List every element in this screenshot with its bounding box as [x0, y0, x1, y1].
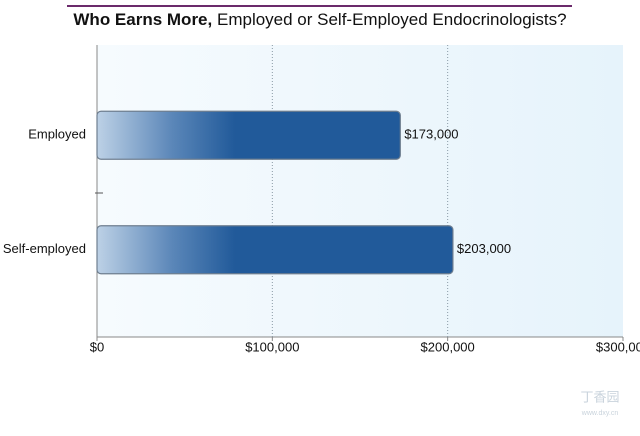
watermark-url: www.dxy.cn [581, 410, 619, 417]
bar [96, 110, 401, 160]
watermark: 丁香园 [580, 389, 619, 404]
plot-area [97, 45, 623, 337]
x-tick-label: $0 [90, 339, 104, 354]
x-tick-label: $100,000 [245, 339, 299, 354]
y-tick-label: Employed [28, 127, 86, 142]
value-label: $173,000 [404, 127, 458, 142]
bar [96, 225, 454, 275]
x-tick-label: $200,000 [421, 339, 475, 354]
x-tick-label: $300,000 [596, 339, 640, 354]
y-tick-label: Self-employed [3, 241, 86, 256]
title-rest: Employed or Self-Employed Endocrinologis… [217, 10, 567, 29]
title-bold: Who Earns More, [73, 10, 212, 29]
value-label: $203,000 [457, 241, 511, 256]
chart-title: Who Earns More, Employed or Self-Employe… [73, 10, 566, 29]
